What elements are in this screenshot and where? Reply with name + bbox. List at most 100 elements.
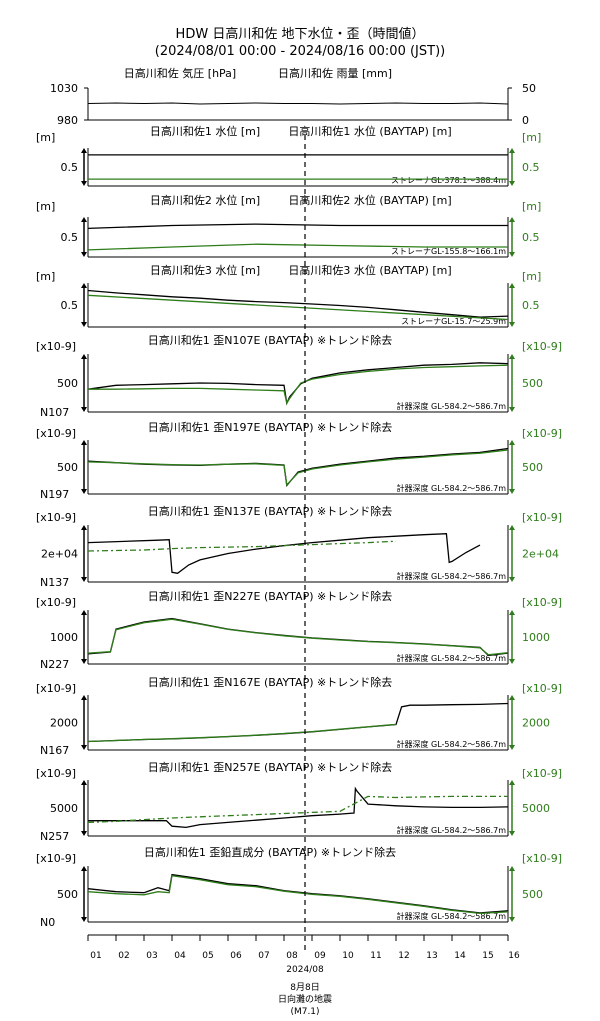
y-axis-right-arrow-up — [509, 217, 515, 222]
y-axis-left-arrow-up — [81, 148, 87, 153]
y-tick-left: 0.5 — [61, 231, 79, 244]
y-axis-left-arrow-down — [81, 917, 87, 922]
y-foot-label: N257 — [40, 830, 69, 843]
y-tick-right: 500 — [522, 461, 543, 474]
panel-2: 日高川和佐2 水位 [m] 日高川和佐2 水位 (BAYTAP) [m] [m] [m… — [36, 193, 541, 258]
panel-title-left: 日高川和佐3 水位 [m] — [150, 263, 260, 277]
panel-title: 日高川和佐1 歪N137E (BAYTAP) ※トレンド除去 — [148, 504, 392, 518]
y-tick-right: 1000 — [522, 631, 550, 644]
y-axis-left-arrow-up — [81, 354, 87, 359]
panel-5: 日高川和佐1 歪N197E (BAYTAP) ※トレンド除去 [x10-9] [x1… — [36, 420, 562, 501]
y-axis-right-arrow-down — [509, 322, 515, 327]
x-tick-label: 16 — [508, 951, 520, 961]
series-line-baytap — [87, 243, 508, 251]
x-tick-label: 11 — [370, 951, 381, 961]
y-axis-left-arrow-up — [81, 695, 87, 700]
x-month-label: 2024/08 — [286, 965, 324, 975]
y-unit-right: [x10-9] — [522, 767, 562, 780]
y-axis-left-arrow-up — [81, 283, 87, 288]
event-date-label: 8月8日 — [290, 982, 319, 993]
y-unit-right: [m] — [522, 131, 541, 144]
y-tick-left: 980 — [57, 114, 78, 127]
y-axis-left-arrow-down — [81, 831, 87, 836]
y-tick-right: 5000 — [522, 802, 550, 815]
x-tick-label: 04 — [174, 951, 186, 961]
panel-title-right: 日高川和佐2 水位 (BAYTAP) [m] — [288, 193, 451, 207]
x-tick-label: 12 — [398, 951, 409, 961]
y-unit-left: [x10-9] — [36, 767, 76, 780]
panel-note: 計器深度 GL-584.2～586.7m — [396, 653, 506, 663]
y-unit-left: [x10-9] — [36, 427, 76, 440]
y-axis-right-arrow-up — [509, 148, 515, 153]
y-unit-right: [x10-9] — [522, 511, 562, 524]
y-axis-left-arrow-up — [81, 610, 87, 615]
series-line-observed — [87, 447, 509, 488]
y-tick-left: 1030 — [50, 82, 78, 95]
y-tick-right: 0.5 — [522, 231, 540, 244]
x-tick-label: 07 — [258, 951, 269, 961]
y-tick-right: 0 — [522, 114, 529, 127]
panel-title: 日高川和佐1 歪N107E (BAYTAP) ※トレンド除去 — [148, 333, 392, 347]
y-unit-right: [m] — [522, 200, 541, 213]
y-unit-right: [x10-9] — [522, 852, 562, 865]
y-foot-label: N167 — [40, 744, 69, 757]
y-unit-left: [m] — [36, 270, 55, 283]
y-unit-right: [x10-9] — [522, 596, 562, 609]
y-axis-left-arrow-down — [81, 252, 87, 257]
panel-title: 日高川和佐1 歪N197E (BAYTAP) ※トレンド除去 — [148, 420, 392, 434]
panel-title: 日高川和佐1 歪鉛直成分 (BAYTAP) ※トレンド除去 — [144, 845, 396, 859]
y-axis-right-arrow-down — [509, 181, 515, 186]
series-line-baytap — [88, 364, 509, 405]
panel-title: 日高川和佐1 歪N227E (BAYTAP) ※トレンド除去 — [148, 589, 392, 603]
y-axis-right-arrow-down — [509, 917, 515, 922]
y-unit-right: [m] — [522, 270, 541, 283]
y-unit-left: [m] — [36, 200, 55, 213]
y-foot-label: N107 — [40, 406, 69, 419]
chart-title-line2: (2024/08/01 00:00 - 2024/08/16 00:00 (JS… — [155, 44, 445, 59]
y-unit-left: [x10-9] — [36, 340, 76, 353]
panel-6: 日高川和佐1 歪N137E (BAYTAP) ※トレンド除去 [x10-9] [x1… — [36, 504, 562, 589]
panel-group: 日高川和佐 気圧 [hPa] 日高川和佐 雨量 [mm]1030980500日高川… — [36, 66, 562, 929]
series-line-baytap — [87, 294, 509, 321]
series-line-observed — [87, 362, 509, 406]
y-tick-right: 0.5 — [522, 161, 540, 174]
y-axis-right-arrow-down — [509, 407, 515, 412]
x-tick-label: 14 — [454, 951, 466, 961]
panel-title-left: 日高川和佐1 水位 [m] — [150, 124, 260, 138]
y-axis-left-arrow-down — [81, 489, 87, 494]
x-tick-label: 08 — [286, 951, 298, 961]
panel-title-right: 日高川和佐 雨量 [mm] — [278, 66, 392, 80]
panel-7: 日高川和佐1 歪N227E (BAYTAP) ※トレンド除去 [x10-9] [x1… — [36, 589, 562, 671]
x-tick-label: 10 — [342, 951, 354, 961]
event-name-label: 日向灘の地震 — [278, 993, 332, 1005]
panel-title-right: 日高川和佐3 水位 (BAYTAP) [m] — [288, 263, 451, 277]
series-line-baytap — [87, 723, 397, 743]
series-line-observed — [87, 533, 481, 574]
y-tick-left: 2e+04 — [41, 548, 78, 561]
y-tick-left: 1000 — [50, 631, 78, 644]
panel-note: 計器深度 GL-584.2～586.7m — [396, 401, 506, 411]
y-axis-right-arrow-up — [509, 695, 515, 700]
series-line-baytap — [87, 795, 508, 824]
y-axis-right-arrow-up — [509, 780, 515, 785]
panel-9: 日高川和佐1 歪N257E (BAYTAP) ※トレンド除去 [x10-9] [x1… — [36, 760, 562, 843]
y-axis-left-arrow-up — [81, 866, 87, 871]
panel-10: 日高川和佐1 歪鉛直成分 (BAYTAP) ※トレンド除去 [x10-9] [x10… — [36, 845, 562, 929]
panel-0: 日高川和佐 気圧 [hPa] 日高川和佐 雨量 [mm] 1030 980 50 0 — [50, 66, 536, 127]
y-tick-right: 500 — [522, 377, 543, 390]
y-foot-label: N227 — [40, 658, 69, 671]
panel-8: 日高川和佐1 歪N167E (BAYTAP) ※トレンド除去 [x10-9] [x1… — [36, 675, 562, 757]
panel-1: 日高川和佐1 水位 [m] 日高川和佐1 水位 (BAYTAP) [m] [m] [m… — [36, 124, 541, 187]
y-unit-left: [x10-9] — [36, 852, 76, 865]
series-line-baytap — [87, 540, 397, 552]
x-tick-label: 01 — [90, 951, 101, 961]
y-axis-left-arrow-up — [81, 780, 87, 785]
y-axis-left-arrow-up — [81, 217, 87, 222]
y-unit-right: [x10-9] — [522, 427, 562, 440]
x-tick-label: 02 — [118, 951, 129, 961]
y-axis-left-arrow-up — [81, 525, 87, 530]
series-line-observed — [87, 289, 509, 318]
series-line-observed — [87, 702, 509, 743]
panel-note: 計器深度 GL-584.2～586.7m — [396, 483, 506, 493]
